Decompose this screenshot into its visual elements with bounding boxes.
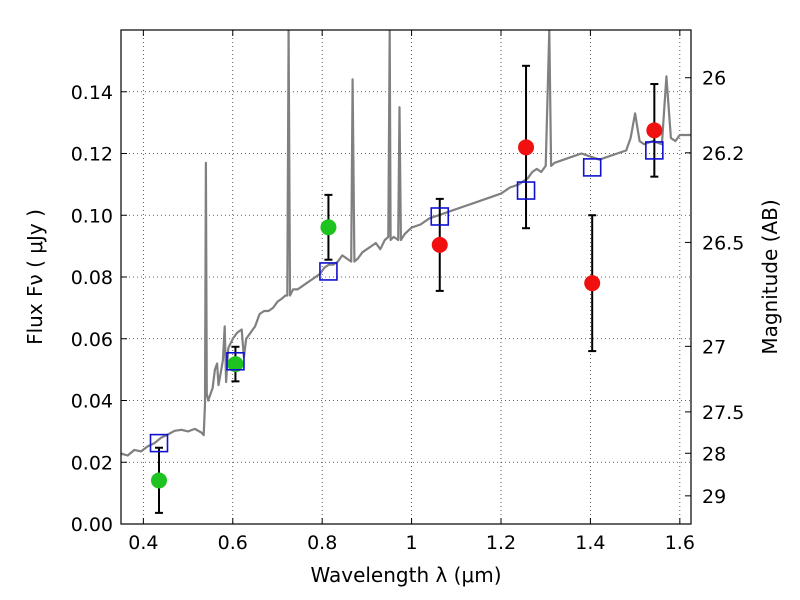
model-squares (149, 141, 664, 453)
green-flux-point (320, 219, 337, 236)
spectrum-layer (121, 30, 691, 457)
y-tick-label: 0.08 (71, 267, 113, 289)
axis-ticks: 0.4 0.6 0.8 1 1.2 1.4 1.6 0.00 0.02 0.04 0.06 0.08 0… (71, 30, 744, 554)
x-tick-label: 1.6 (665, 532, 695, 554)
mag-tick-label: 28 (702, 443, 726, 465)
green-flux-point (151, 472, 167, 489)
red-flux-point (584, 275, 601, 292)
x-tick-label: 1.4 (575, 532, 605, 554)
x-tick-label: 1.2 (486, 532, 516, 554)
x-tick-label: 0.6 (218, 532, 248, 554)
red-flux-point (518, 139, 535, 156)
model-square (149, 433, 169, 453)
x-tick-label: 1 (406, 532, 418, 554)
spectrum-line (121, 30, 691, 457)
x-tick-label: 0.4 (128, 532, 158, 554)
y-tick-label: 0.12 (71, 144, 113, 166)
mag-tick-label: 26.5 (702, 232, 744, 254)
y-tick-label: 0.00 (71, 514, 113, 536)
model-square (645, 141, 664, 160)
x-axis-label: Wavelength λ (μm) (310, 563, 501, 587)
mag-tick-label: 27 (702, 336, 726, 358)
y-tick-label: 0.02 (71, 452, 113, 474)
model-square (582, 158, 602, 177)
mag-tick-label: 29 (702, 486, 726, 508)
mag-tick-label: 26 (702, 68, 726, 90)
model-square (516, 181, 536, 200)
right-axis-label: Magnitude (AB) (758, 199, 782, 354)
y-tick-label: 0.06 (71, 329, 113, 351)
x-tick-label: 0.8 (307, 532, 337, 554)
mag-tick-label: 27.5 (702, 402, 744, 424)
model-square (226, 351, 245, 371)
y-tick-label: 0.14 (71, 82, 113, 104)
y-tick-label: 0.04 (71, 391, 113, 413)
observed-points (151, 122, 663, 489)
model-square (319, 262, 338, 281)
y-axis-label: Flux Fν ( μJy ) (23, 209, 47, 345)
red-flux-point (646, 122, 663, 139)
model-square (430, 207, 450, 226)
red-flux-point (431, 236, 448, 253)
green-flux-point (227, 356, 244, 373)
y-tick-label: 0.10 (71, 205, 113, 227)
mag-tick-label: 26.2 (702, 143, 744, 165)
